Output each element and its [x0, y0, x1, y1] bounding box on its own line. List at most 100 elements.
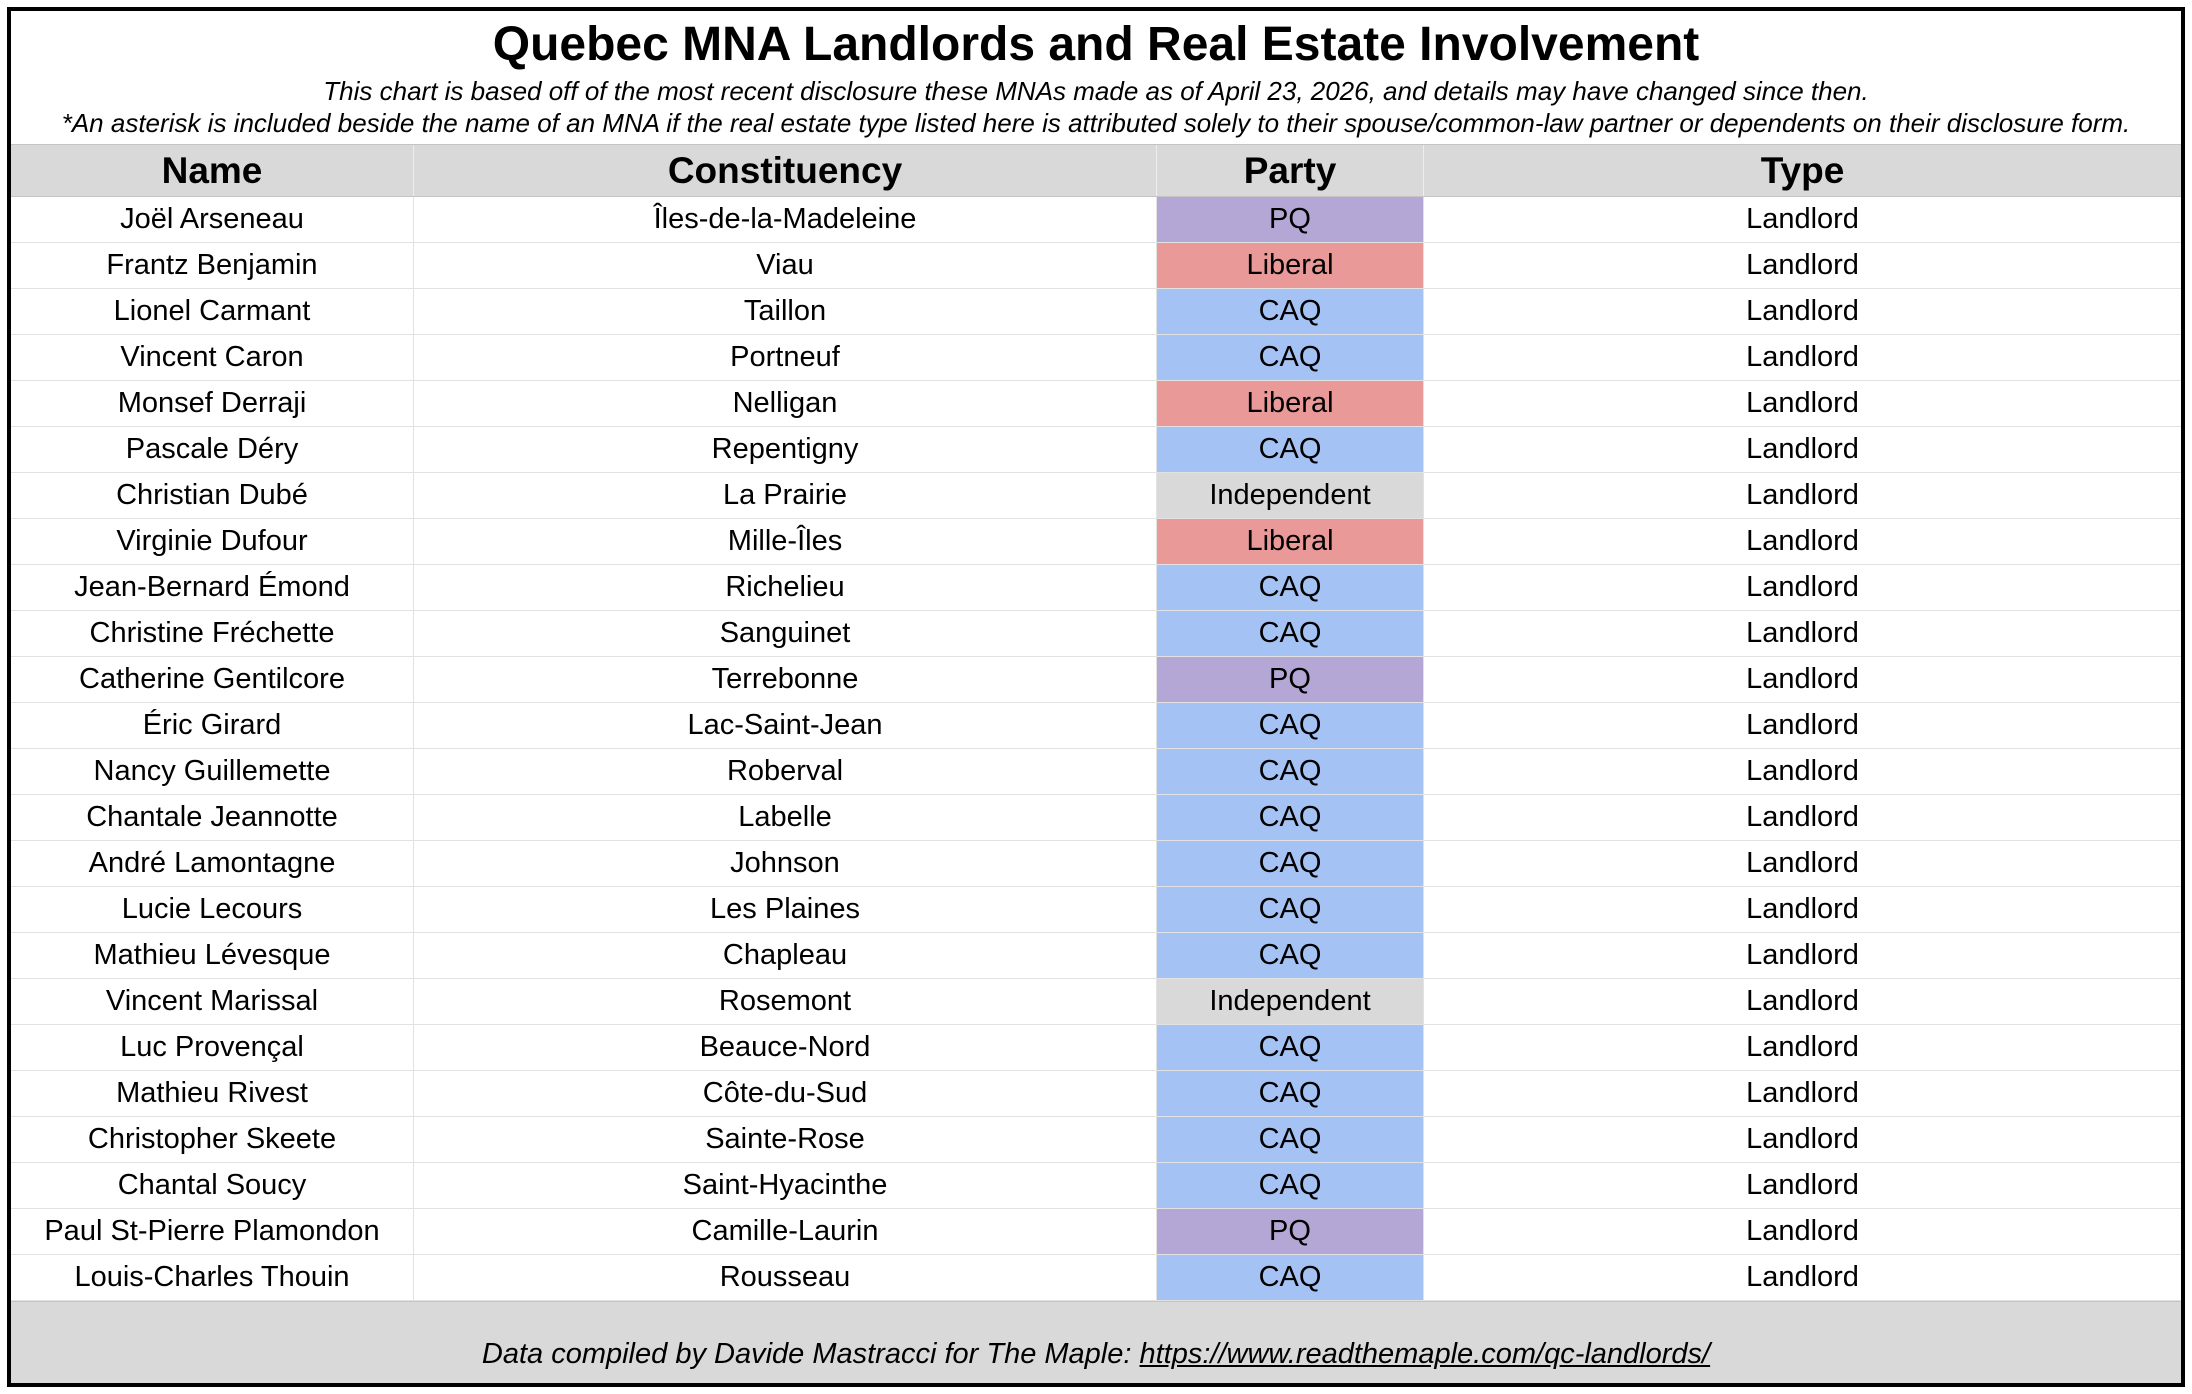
name-cell: Éric Girard: [11, 703, 414, 749]
table-row: Virginie Dufour Mille-Îles Liberal Landlord: [11, 519, 2181, 565]
name-cell: Mathieu Rivest: [11, 1071, 414, 1117]
name-cell: Virginie Dufour: [11, 519, 414, 565]
chart-subtitle: This chart is based off of the most rece…: [323, 76, 1869, 106]
constituency-cell: Lac-Saint-Jean: [414, 703, 1157, 749]
name-cell: Chantal Soucy: [11, 1163, 414, 1209]
column-header-name: Name: [11, 145, 414, 196]
party-cell: Liberal: [1157, 519, 1424, 565]
type-cell: Landlord: [1424, 749, 2181, 795]
name-cell: Paul St-Pierre Plamondon: [11, 1209, 414, 1255]
table-row: Lionel Carmant Taillon CAQ Landlord: [11, 289, 2181, 335]
party-cell: CAQ: [1157, 841, 1424, 887]
constituency-cell: La Prairie: [414, 473, 1157, 519]
party-cell: CAQ: [1157, 887, 1424, 933]
table-row: Monsef Derraji Nelligan Liberal Landlord: [11, 381, 2181, 427]
table-header-row: Name Constituency Party Type: [11, 144, 2181, 197]
name-cell: Louis-Charles Thouin: [11, 1255, 414, 1301]
type-cell: Landlord: [1424, 427, 2181, 473]
table-row: Chantale Jeannotte Labelle CAQ Landlord: [11, 795, 2181, 841]
type-cell: Landlord: [1424, 887, 2181, 933]
table-row: Vincent Caron Portneuf CAQ Landlord: [11, 335, 2181, 381]
party-cell: CAQ: [1157, 565, 1424, 611]
name-cell: Chantale Jeannotte: [11, 795, 414, 841]
name-cell: Frantz Benjamin: [11, 243, 414, 289]
table-row: Lucie Lecours Les Plaines CAQ Landlord: [11, 887, 2181, 933]
type-cell: Landlord: [1424, 795, 2181, 841]
table-row: Vincent Marissal Rosemont Independent Landl…: [11, 979, 2181, 1025]
party-cell: CAQ: [1157, 427, 1424, 473]
party-cell: CAQ: [1157, 933, 1424, 979]
constituency-cell: Richelieu: [414, 565, 1157, 611]
type-cell: Landlord: [1424, 1025, 2181, 1071]
table-row: André Lamontagne Johnson CAQ Landlord: [11, 841, 2181, 887]
type-cell: Landlord: [1424, 611, 2181, 657]
type-cell: Landlord: [1424, 335, 2181, 381]
type-cell: Landlord: [1424, 519, 2181, 565]
asterisk-note: *An asterisk is included beside the name…: [61, 108, 2131, 138]
constituency-cell: Mille-Îles: [414, 519, 1157, 565]
type-cell: Landlord: [1424, 657, 2181, 703]
party-cell: CAQ: [1157, 703, 1424, 749]
constituency-cell: Sainte-Rose: [414, 1117, 1157, 1163]
constituency-cell: Camille-Laurin: [414, 1209, 1157, 1255]
name-cell: Christine Fréchette: [11, 611, 414, 657]
party-cell: CAQ: [1157, 1255, 1424, 1301]
constituency-cell: Îles-de-la-Madeleine: [414, 197, 1157, 243]
type-cell: Landlord: [1424, 197, 2181, 243]
type-cell: Landlord: [1424, 565, 2181, 611]
name-cell: Joël Arseneau: [11, 197, 414, 243]
party-cell: CAQ: [1157, 289, 1424, 335]
constituency-cell: Les Plaines: [414, 887, 1157, 933]
constituency-cell: Sanguinet: [414, 611, 1157, 657]
table-row: Catherine Gentilcore Terrebonne PQ Landlord: [11, 657, 2181, 703]
column-header-constituency: Constituency: [414, 145, 1157, 196]
constituency-cell: Taillon: [414, 289, 1157, 335]
name-cell: Christopher Skeete: [11, 1117, 414, 1163]
name-cell: Luc Provençal: [11, 1025, 414, 1071]
name-cell: Nancy Guillemette: [11, 749, 414, 795]
constituency-cell: Viau: [414, 243, 1157, 289]
type-cell: Landlord: [1424, 979, 2181, 1025]
table-row: Pascale Déry Repentigny CAQ Landlord: [11, 427, 2181, 473]
type-cell: Landlord: [1424, 1255, 2181, 1301]
source-footer: Data compiled by Davide Mastracci for Th…: [11, 1301, 2181, 1383]
constituency-cell: Portneuf: [414, 335, 1157, 381]
name-cell: Lionel Carmant: [11, 289, 414, 335]
type-cell: Landlord: [1424, 841, 2181, 887]
name-cell: André Lamontagne: [11, 841, 414, 887]
party-cell: Liberal: [1157, 243, 1424, 289]
chart-title: Quebec MNA Landlords and Real Estate Inv…: [492, 18, 1700, 71]
source-link[interactable]: https://www.readthemaple.com/qc-landlord…: [1139, 1338, 1711, 1370]
type-cell: Landlord: [1424, 243, 2181, 289]
table-row: Christopher Skeete Sainte-Rose CAQ Landlord: [11, 1117, 2181, 1163]
table-row: Christian Dubé La Prairie Independent Landl…: [11, 473, 2181, 519]
party-cell: CAQ: [1157, 1117, 1424, 1163]
table-body: Joël Arseneau Îles-de-la-Madeleine PQ Landl…: [11, 197, 2181, 1301]
party-cell: CAQ: [1157, 1071, 1424, 1117]
name-cell: Pascale Déry: [11, 427, 414, 473]
table-row: Mathieu Lévesque Chapleau CAQ Landlord: [11, 933, 2181, 979]
party-cell: CAQ: [1157, 1163, 1424, 1209]
source-text: Data compiled by Davide Mastracci for Th…: [481, 1338, 1132, 1370]
name-cell: Catherine Gentilcore: [11, 657, 414, 703]
type-cell: Landlord: [1424, 933, 2181, 979]
party-cell: CAQ: [1157, 795, 1424, 841]
name-cell: Christian Dubé: [11, 473, 414, 519]
constituency-cell: Saint-Hyacinthe: [414, 1163, 1157, 1209]
table-row: Christine Fréchette Sanguinet CAQ Landlord: [11, 611, 2181, 657]
table-row: Éric Girard Lac-Saint-Jean CAQ Landlord: [11, 703, 2181, 749]
table-row: Joël Arseneau Îles-de-la-Madeleine PQ Landl…: [11, 197, 2181, 243]
table-row: Nancy Guillemette Roberval CAQ Landlord: [11, 749, 2181, 795]
constituency-cell: Repentigny: [414, 427, 1157, 473]
table-card: Quebec MNA Landlords and Real Estate Inv…: [7, 7, 2185, 1387]
party-cell: CAQ: [1157, 749, 1424, 795]
constituency-cell: Rosemont: [414, 979, 1157, 1025]
type-cell: Landlord: [1424, 1209, 2181, 1255]
table-row: Luc Provençal Beauce-Nord CAQ Landlord: [11, 1025, 2181, 1071]
table-row: Louis-Charles Thouin Rousseau CAQ Landlord: [11, 1255, 2181, 1301]
name-cell: Vincent Caron: [11, 335, 414, 381]
party-cell: CAQ: [1157, 1025, 1424, 1071]
party-cell: Independent: [1157, 473, 1424, 519]
name-cell: Jean-Bernard Émond: [11, 565, 414, 611]
party-cell: CAQ: [1157, 335, 1424, 381]
